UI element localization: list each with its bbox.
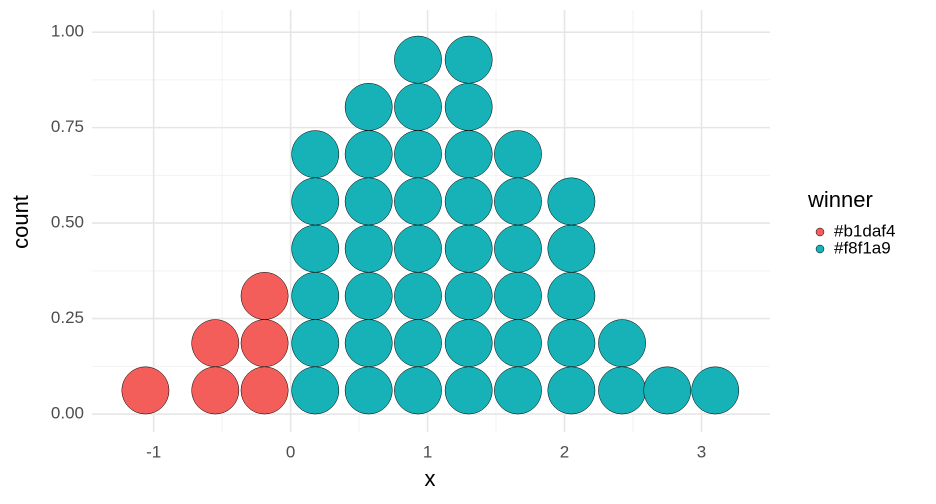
dot [394, 272, 442, 320]
dot [547, 177, 596, 226]
y-tick-label: 0.75 [51, 117, 84, 136]
dot [394, 366, 442, 415]
dot [547, 224, 596, 273]
dot [494, 366, 542, 415]
dot [344, 130, 393, 179]
dot [291, 272, 340, 320]
x-tick-label: -1 [146, 442, 161, 461]
dot [444, 177, 493, 226]
dot [394, 319, 442, 368]
dot [494, 319, 542, 368]
dot [444, 272, 493, 320]
x-tick-label: 3 [697, 442, 706, 461]
dot [344, 366, 393, 415]
dot [444, 224, 493, 273]
dot [291, 224, 340, 273]
dot [691, 366, 740, 415]
dot [240, 366, 289, 415]
dot [494, 130, 542, 179]
dot [598, 366, 646, 415]
dot-stack [291, 130, 340, 415]
dot [547, 272, 596, 320]
dot [444, 35, 493, 84]
legend-label: #b1daf4 [834, 221, 895, 240]
dot [191, 366, 240, 415]
dot [121, 366, 170, 415]
y-tick-label: 1.00 [51, 22, 84, 41]
dot-stack [494, 130, 542, 415]
dot-stack [691, 366, 740, 415]
dot [344, 272, 393, 320]
dot [394, 83, 442, 131]
dot [240, 272, 289, 320]
dot-stack [643, 366, 692, 415]
dot [394, 35, 442, 84]
legend-key [815, 244, 825, 254]
legend-title: winner [807, 187, 873, 212]
dot [547, 366, 596, 415]
y-tick-label: 0.50 [51, 213, 84, 232]
dot-stack [121, 366, 170, 415]
x-tick-label: 1 [423, 442, 432, 461]
dot-stack [191, 319, 240, 415]
x-axis-title: x [425, 466, 436, 491]
x-tick-label: 0 [286, 442, 295, 461]
y-tick-label: 0.00 [51, 404, 84, 423]
dot-stack [444, 35, 493, 415]
dot [291, 319, 340, 368]
dot [394, 224, 442, 273]
dot [598, 319, 646, 368]
legend-label: #f8f1a9 [834, 238, 891, 257]
dot [643, 366, 692, 415]
dot [444, 83, 493, 131]
x-tick-label: 2 [560, 442, 569, 461]
dot [547, 319, 596, 368]
dot [240, 319, 289, 368]
legend-key [815, 227, 825, 237]
dot [344, 177, 393, 226]
dot [344, 224, 393, 273]
dot-stack [344, 83, 393, 415]
dot [344, 83, 393, 131]
dot-stack [394, 35, 442, 415]
dot [394, 177, 442, 226]
dot [394, 130, 442, 179]
dot [344, 319, 393, 368]
dot [291, 366, 340, 415]
y-tick-label: 0.25 [51, 308, 84, 327]
dot [291, 130, 340, 179]
dot [444, 366, 493, 415]
dot [494, 224, 542, 273]
y-axis-title: count [8, 195, 33, 249]
dot-stack [598, 319, 646, 415]
dot [291, 177, 340, 226]
dot-stack [547, 177, 596, 415]
dot-stack [240, 272, 289, 415]
dot [494, 272, 542, 320]
dot [494, 177, 542, 226]
dot [444, 319, 493, 368]
dot [191, 319, 240, 368]
dot [444, 130, 493, 179]
